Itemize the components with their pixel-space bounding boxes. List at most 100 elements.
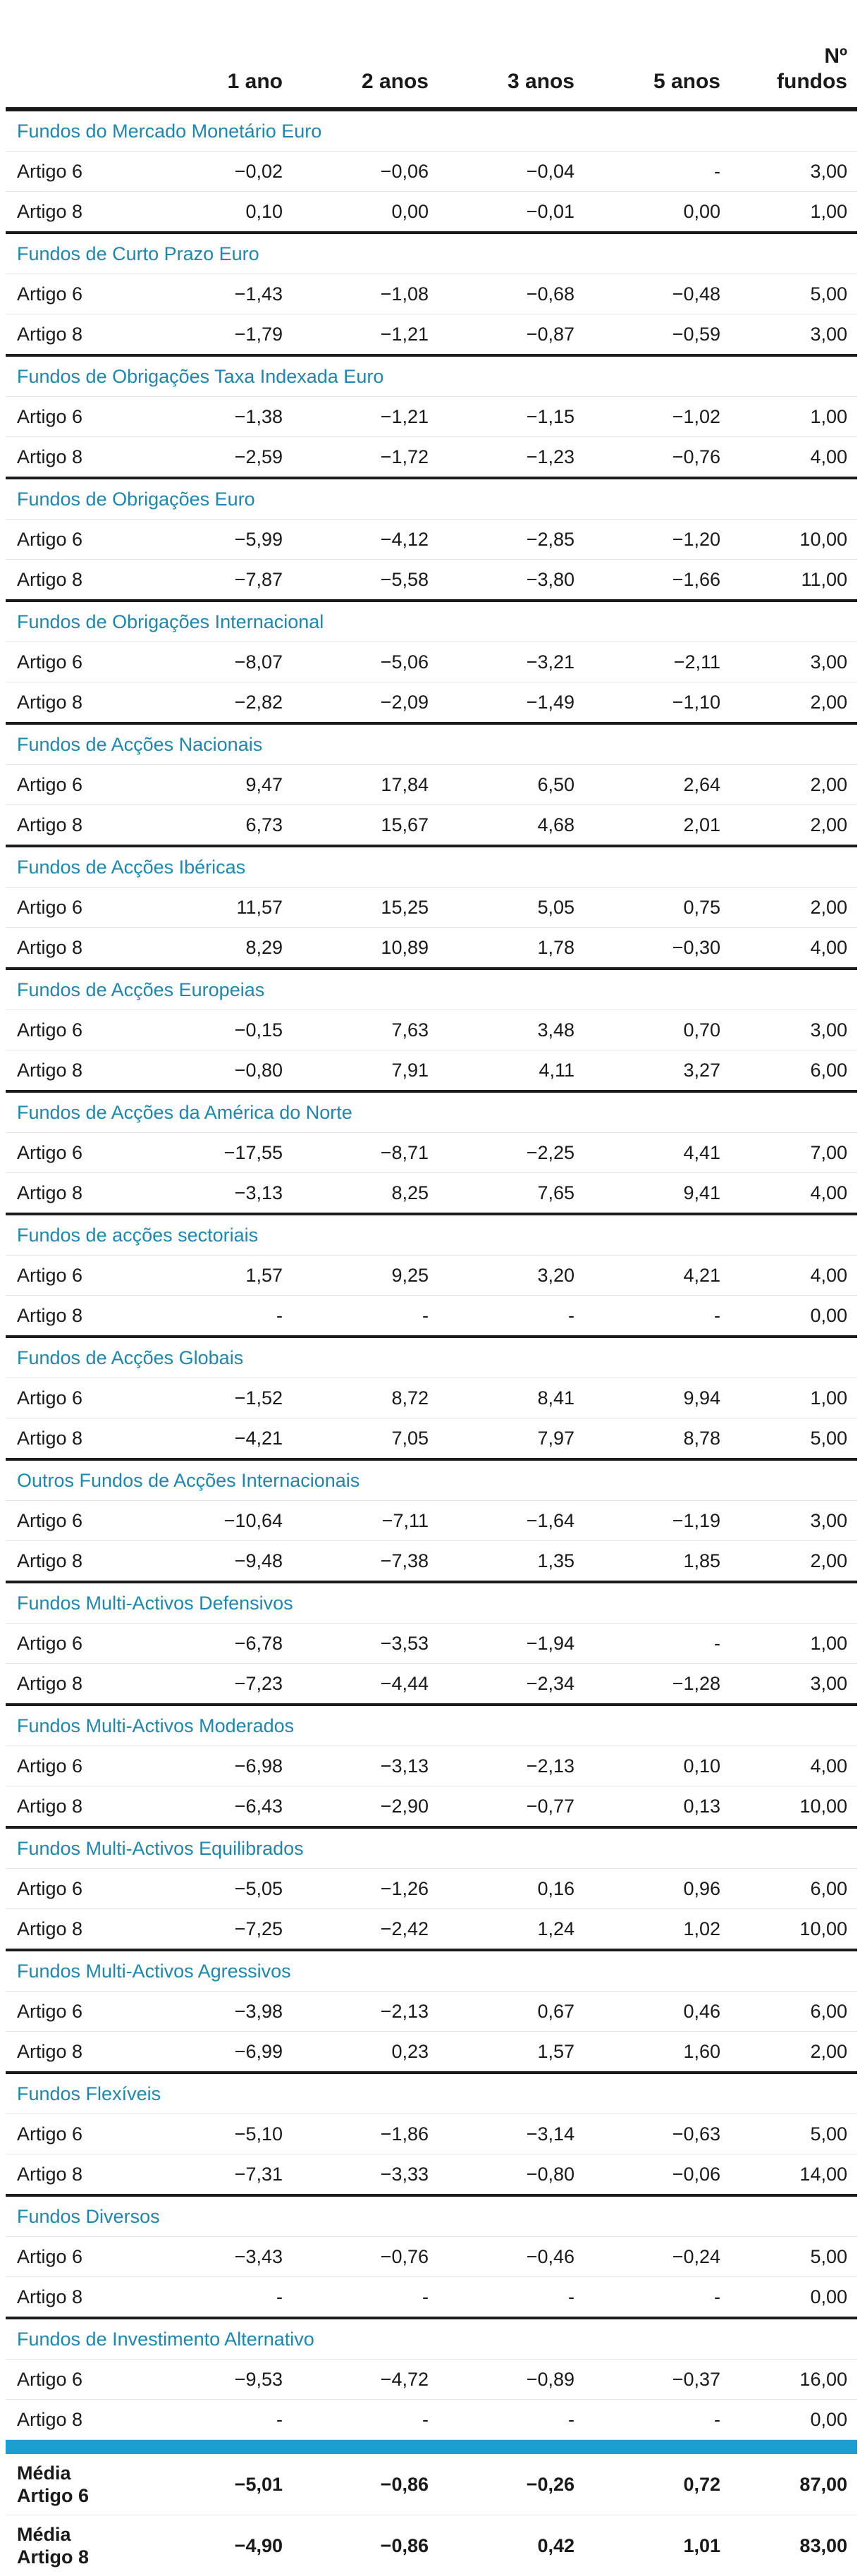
summary-value: 0,72	[584, 2454, 730, 2515]
row-value: 7,91	[293, 1050, 438, 1092]
row-value: −8,07	[147, 642, 293, 682]
row-value: 4,21	[584, 1256, 730, 1296]
row-value: 11,57	[147, 888, 293, 928]
row-value: −1,86	[293, 2114, 438, 2154]
summary-value: 83,00	[730, 2515, 857, 2576]
row-label: Artigo 8	[6, 2154, 147, 2196]
row-value: 2,00	[730, 682, 857, 724]
row-value: 1,35	[438, 1541, 584, 1583]
row-label: Artigo 6	[6, 1624, 147, 1664]
row-value: −0,76	[584, 437, 730, 479]
row-value: -	[584, 152, 730, 192]
row-value: −1,28	[584, 1664, 730, 1705]
row-label: Artigo 8	[6, 805, 147, 847]
row-value: −3,21	[438, 642, 584, 682]
row-label: Artigo 6	[6, 274, 147, 314]
row-value: −0,15	[147, 1010, 293, 1050]
row-label: Artigo 6	[6, 1501, 147, 1541]
row-label: Artigo 8	[6, 437, 147, 479]
row-value: −6,98	[147, 1746, 293, 1786]
row-label: Artigo 8	[6, 928, 147, 969]
row-value: −1,38	[147, 397, 293, 437]
fund-category-name: Fundos Multi-Activos Moderados	[6, 1705, 857, 1746]
row-value: −0,89	[438, 2360, 584, 2400]
row-value: −6,43	[147, 1786, 293, 1828]
summary-value: −5,01	[147, 2454, 293, 2515]
row-value: −0,80	[147, 1050, 293, 1092]
row-value: −0,63	[584, 2114, 730, 2154]
row-value: −3,33	[293, 2154, 438, 2196]
row-value: −0,76	[293, 2237, 438, 2277]
row-value: −5,58	[293, 560, 438, 601]
header-1-ano: 1 ano	[147, 0, 293, 109]
row-value: −1,21	[293, 314, 438, 356]
row-value: -	[147, 2400, 293, 2440]
row-value: -	[584, 2277, 730, 2319]
row-value: 6,73	[147, 805, 293, 847]
header-5-anos: 5 anos	[584, 0, 730, 109]
row-value: -	[584, 1296, 730, 1337]
row-value: 8,41	[438, 1378, 584, 1418]
row-label: Artigo 6	[6, 520, 147, 560]
row-value: −17,55	[147, 1133, 293, 1173]
row-value: 2,00	[730, 888, 857, 928]
fund-category-name: Fundos de Acções Globais	[6, 1337, 857, 1378]
table-row: Artigo 8----0,00	[6, 2400, 857, 2440]
row-value: 17,84	[293, 765, 438, 805]
fund-category-row: Fundos Multi-Activos Agressivos	[6, 1950, 857, 1992]
fund-category-row: Fundos Multi-Activos Moderados	[6, 1705, 857, 1746]
summary-label-line1: Média	[17, 2524, 71, 2545]
row-label: Artigo 8	[6, 560, 147, 601]
fund-category-name: Fundos de Acções da América do Norte	[6, 1091, 857, 1133]
row-label: Artigo 8	[6, 192, 147, 233]
row-value: −1,66	[584, 560, 730, 601]
row-value: 2,00	[730, 765, 857, 805]
fund-category-row: Fundos Multi-Activos Equilibrados	[6, 1827, 857, 1869]
row-label: Artigo 8	[6, 2400, 147, 2440]
row-value: −5,99	[147, 520, 293, 560]
row-value: 5,00	[730, 274, 857, 314]
row-value: -	[293, 2400, 438, 2440]
fund-category-row: Fundos de Curto Prazo Euro	[6, 233, 857, 274]
row-value: −1,15	[438, 397, 584, 437]
row-value: −7,25	[147, 1909, 293, 1951]
row-label: Artigo 6	[6, 1256, 147, 1296]
fund-category-name: Fundos de Investimento Alternativo	[6, 2318, 857, 2360]
fund-category-name: Fundos de Obrigações Euro	[6, 478, 857, 520]
row-value: 9,94	[584, 1378, 730, 1418]
table-row: Artigo 6−0,02−0,06−0,04-3,00	[6, 152, 857, 192]
row-value: 15,67	[293, 805, 438, 847]
fund-category-row: Fundos de Obrigações Euro	[6, 478, 857, 520]
row-value: 0,00	[730, 2400, 857, 2440]
row-value: −0,48	[584, 274, 730, 314]
row-label: Artigo 6	[6, 2360, 147, 2400]
row-value: −2,34	[438, 1664, 584, 1705]
row-value: -	[438, 2277, 584, 2319]
row-value: 9,47	[147, 765, 293, 805]
row-value: 0,13	[584, 1786, 730, 1828]
row-value: 0,67	[438, 1992, 584, 2032]
row-value: 0,23	[293, 2032, 438, 2073]
row-label: Artigo 6	[6, 1746, 147, 1786]
fund-category-row: Fundos Flexíveis	[6, 2073, 857, 2114]
row-label: Artigo 8	[6, 1664, 147, 1705]
row-label: Artigo 8	[6, 314, 147, 356]
row-value: 0,10	[147, 192, 293, 233]
row-value: −9,53	[147, 2360, 293, 2400]
row-value: -	[293, 2277, 438, 2319]
